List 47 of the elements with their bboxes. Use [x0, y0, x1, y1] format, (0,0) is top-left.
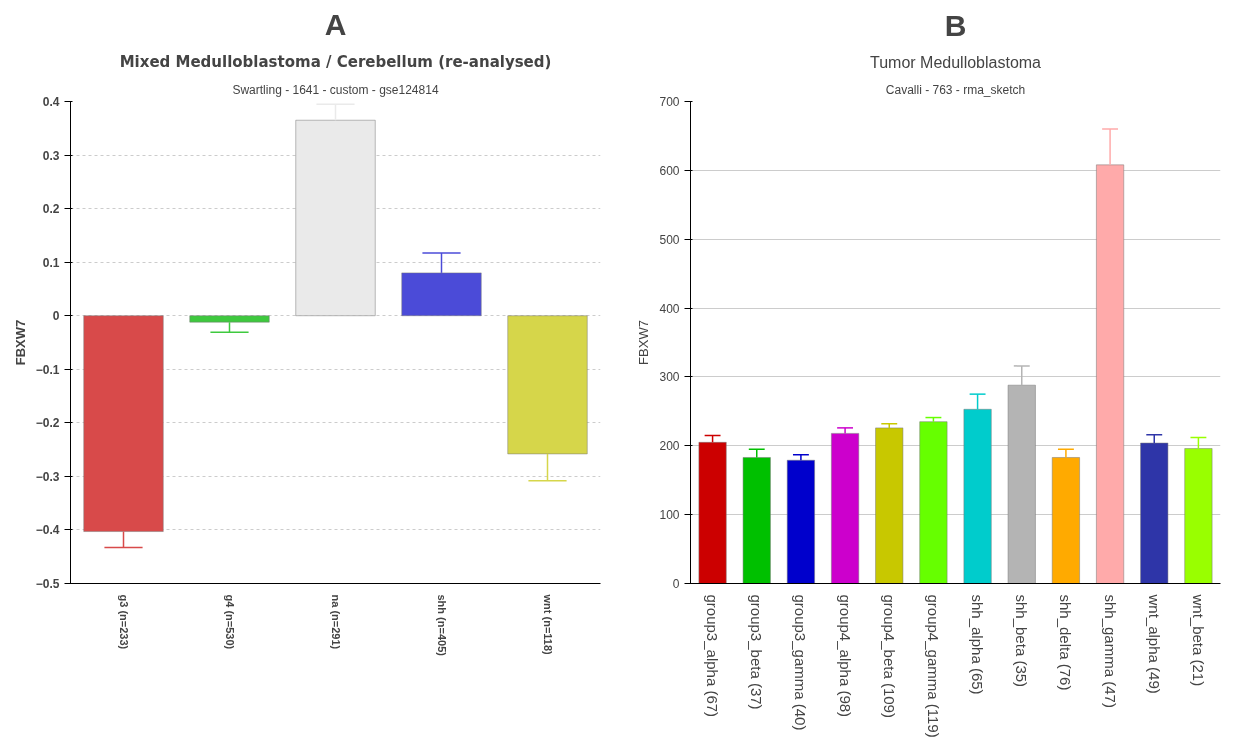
y-tick-label: −0.2: [35, 416, 60, 431]
bar: [875, 427, 904, 584]
x-tick-label: shh_delta (76): [1057, 594, 1075, 691]
text: A: [324, 7, 347, 41]
bar: [786, 459, 816, 584]
x-tick-label: wnt_alpha (49): [1145, 593, 1163, 694]
chart-subtitle: Swartling - 1641 - custom - gse124814: [232, 82, 439, 97]
y-tick-label: 500: [659, 232, 680, 247]
x-tick-label: group3_gamma (40): [792, 594, 810, 731]
x-tick-label: na (n=291): [329, 594, 342, 650]
bar: [830, 432, 860, 584]
x-tick-label: shh_gamma (47): [1101, 594, 1119, 708]
chart-title: Mixed Medulloblastoma / Cerebellum (re-analysed): [119, 52, 552, 71]
x-tick-label: group3_beta (37): [748, 594, 766, 710]
y-tick-label: 600: [659, 163, 680, 178]
y-tick-label: −0.4: [35, 523, 60, 538]
y-tick-label: 200: [659, 439, 680, 454]
y-tick-label: 100: [659, 508, 680, 523]
x-tick-label: shh (n=405): [435, 594, 448, 657]
x-tick-label: wnt (n=118): [541, 593, 554, 656]
text: B: [944, 8, 967, 42]
y-axis-title: FBXW7: [636, 320, 652, 365]
x-tick-label: group4_alpha (98): [836, 594, 854, 718]
chart-subtitle: Cavalli - 763 - rma_sketch: [885, 82, 1026, 97]
y-tick-label: 300: [659, 370, 680, 385]
x-tick-label: g3 (n=233): [117, 594, 130, 650]
y-tick-label: −0.5: [35, 577, 60, 591]
y-tick-label: 0.4: [42, 95, 60, 109]
y-tick-label: −0.3: [35, 469, 60, 484]
x-tick-label: shh_alpha (65): [969, 594, 987, 695]
x-tick-label: wnt_beta (21): [1189, 593, 1207, 687]
y-tick-label: −0.1: [35, 362, 60, 377]
y-tick-label: 0: [52, 309, 60, 324]
y-tick-label: 0.1: [42, 255, 60, 270]
x-tick-label: group4_gamma (119): [924, 594, 942, 738]
bar: [919, 421, 948, 584]
x-tick-label: g4 (n=530): [223, 594, 236, 650]
x-tick-label: group4_beta (109): [880, 594, 898, 718]
x-tick-label: group3_alpha (67): [704, 594, 722, 718]
chart-title: Tumor Medulloblastoma: [869, 53, 1042, 71]
y-axis-title: FBXW7: [12, 319, 28, 366]
y-tick-label: 0.3: [42, 148, 60, 163]
y-tick-label: 400: [659, 301, 680, 316]
y-tick-label: 0.2: [42, 202, 60, 217]
y-tick-label: 0: [672, 577, 680, 591]
x-tick-label: shh_beta (35): [1013, 594, 1031, 688]
y-tick-label: 700: [659, 95, 680, 109]
